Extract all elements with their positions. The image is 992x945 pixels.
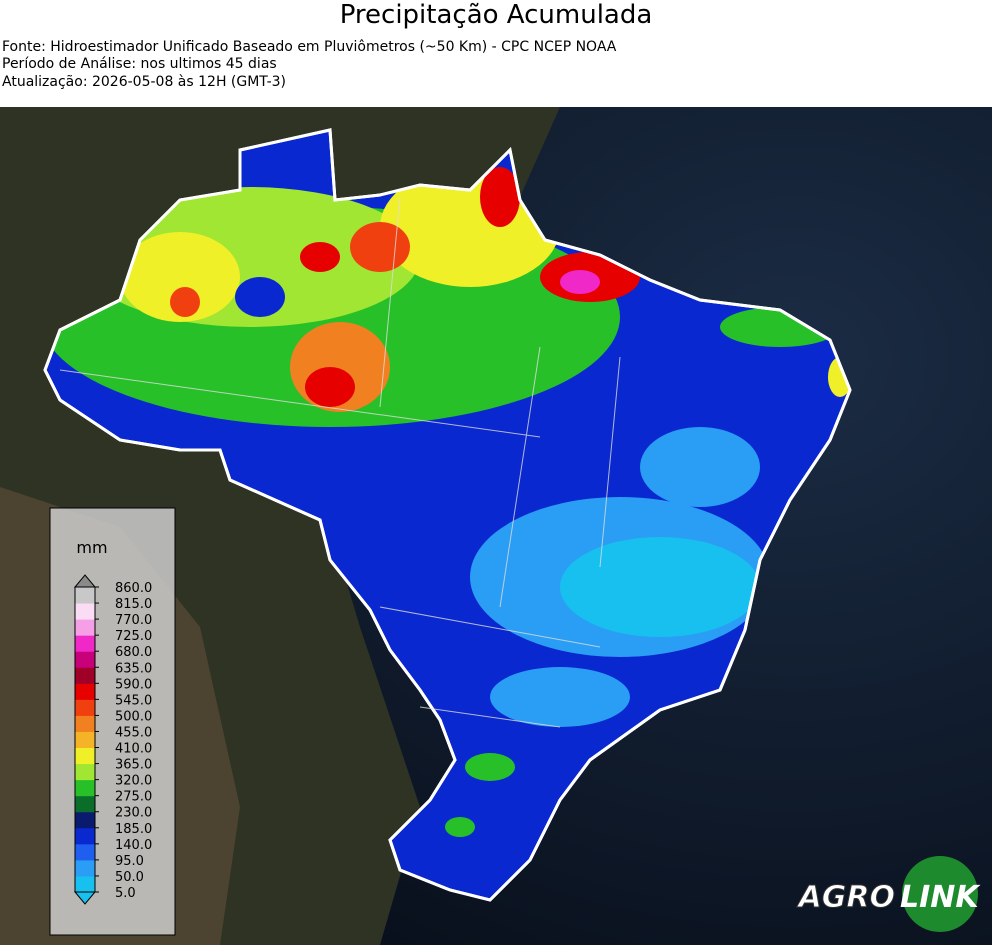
tick-label: 680.0 bbox=[115, 645, 152, 660]
tick-label: 320.0 bbox=[115, 774, 152, 789]
map: mm 5.050.095.0140.0185.0230.0275.0320.03… bbox=[0, 107, 992, 945]
color-bin bbox=[75, 731, 95, 749]
color-bin bbox=[75, 875, 95, 893]
tick-label: 815.0 bbox=[115, 597, 152, 612]
tick-label: 275.0 bbox=[115, 790, 152, 805]
tick-label: 95.0 bbox=[115, 854, 144, 869]
tick-label: 185.0 bbox=[115, 822, 152, 837]
color-bin bbox=[75, 763, 95, 781]
color-bin bbox=[75, 667, 95, 684]
color-bin bbox=[75, 715, 95, 732]
tick-label: 50.0 bbox=[115, 870, 144, 885]
color-bin bbox=[75, 795, 95, 813]
color-bin bbox=[75, 859, 95, 877]
color-bin bbox=[75, 843, 95, 861]
legend: mm 5.050.095.0140.0185.0230.0275.0320.03… bbox=[49, 507, 176, 936]
tick-label: 140.0 bbox=[115, 838, 152, 853]
color-bin bbox=[75, 699, 95, 716]
color-bin bbox=[75, 683, 95, 700]
source: Fonte: Hidroestimador Unificado Baseado … bbox=[2, 39, 617, 55]
legend-unit: mm bbox=[76, 538, 107, 557]
tick-label: 590.0 bbox=[115, 677, 152, 692]
updated: Atualização: 2026-05-08 às 12H (GMT-3) bbox=[2, 74, 286, 90]
tick-label: 860.0 bbox=[115, 581, 152, 596]
tick-label: 230.0 bbox=[115, 806, 152, 821]
brazil-border bbox=[43, 128, 852, 902]
color-bin bbox=[75, 587, 95, 604]
logo-circle bbox=[902, 856, 978, 932]
tick-label: 500.0 bbox=[115, 709, 152, 724]
color-bin bbox=[75, 651, 95, 668]
logo: AGRO LINK bbox=[796, 856, 981, 932]
state-borders bbox=[59, 196, 621, 728]
tick-label: 725.0 bbox=[115, 629, 152, 644]
legend-box bbox=[49, 507, 176, 936]
tick-label: 545.0 bbox=[115, 693, 152, 708]
tick-label: 5.0 bbox=[115, 886, 136, 901]
tick-label: 455.0 bbox=[115, 725, 152, 740]
logo-left: AGRO bbox=[797, 880, 895, 915]
tick-label: 365.0 bbox=[115, 758, 152, 773]
tick-label: 635.0 bbox=[115, 661, 152, 676]
color-bin bbox=[75, 619, 95, 636]
tick-label: 410.0 bbox=[115, 742, 152, 757]
tick-label: 770.0 bbox=[115, 613, 152, 628]
color-bin bbox=[75, 603, 95, 620]
color-bin bbox=[75, 747, 95, 765]
color-bin bbox=[75, 811, 95, 829]
colorbar-frame bbox=[74, 586, 96, 893]
logo-right: LINK bbox=[900, 880, 981, 915]
color-bin bbox=[75, 635, 95, 652]
period: Período de Análise: nos ultimos 45 dias bbox=[2, 56, 277, 72]
color-bin bbox=[75, 827, 95, 845]
title: Precipitação Acumulada bbox=[339, 0, 653, 30]
color-bin bbox=[75, 779, 95, 797]
